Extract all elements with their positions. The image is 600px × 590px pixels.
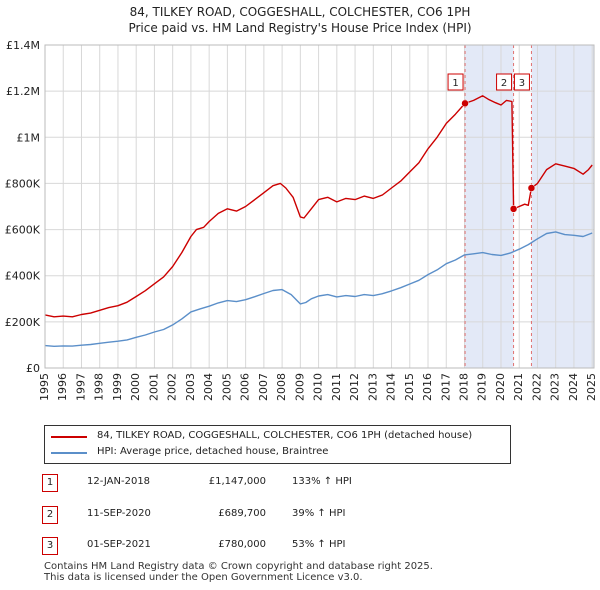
x-tick-label: 1999 [111,373,124,401]
x-tick-label: 2005 [220,373,233,401]
sale-label: 3 [519,78,525,89]
x-tick-label: 2002 [166,373,179,401]
x-tick-label: 2013 [366,373,379,401]
x-tick-label: 2023 [549,373,562,401]
sale-label: 1 [452,78,458,89]
x-tick-label: 2011 [330,373,343,401]
transaction-price: £780,000 [218,539,266,550]
transaction-number-badge: 2 [42,506,58,524]
y-tick-label: £0 [26,362,40,375]
transaction-hpi-change: 53% ↑ HPI [292,539,346,550]
x-tick-label: 2017 [439,373,452,401]
transaction-hpi-change: 133% ↑ HPI [292,476,352,487]
x-tick-label: 2008 [275,373,288,401]
transaction-date: 11-SEP-2020 [87,508,151,519]
transaction-hpi-change: 39% ↑ HPI [292,508,346,519]
x-tick-label: 1998 [93,373,106,401]
x-tick-label: 2006 [239,373,252,401]
x-tick-label: 2000 [129,373,142,401]
x-tick-label: 2010 [312,373,325,401]
x-tick-label: 2018 [458,373,471,401]
ownership-period-shade [531,45,594,368]
x-tick-label: 2007 [257,373,270,401]
transaction-price: £1,147,000 [208,476,266,487]
legend-label-property: 84, TILKEY ROAD, COGGESHALL, COLCHESTER,… [97,430,473,441]
x-tick-label: 1995 [38,373,51,401]
chart-subtitle: Price paid vs. HM Land Registry's House … [128,21,472,35]
y-tick-label: £800K [5,177,41,190]
x-tick-label: 2021 [512,373,525,401]
x-tick-label: 2025 [585,373,598,401]
sale-label: 2 [501,78,507,89]
transaction-number-badge: 3 [42,537,58,555]
hpi-series-line [44,231,593,347]
chart-legend: 84, TILKEY ROAD, COGGESHALL, COLCHESTER,… [44,425,511,464]
x-tick-label: 2014 [385,373,398,401]
x-tick-label: 1997 [74,373,87,401]
legend-label-hpi: HPI: Average price, detached house, Brai… [97,446,329,457]
sale-point [509,205,518,213]
transaction-number-badge: 1 [42,474,58,492]
x-tick-label: 2019 [476,373,489,401]
x-tick-label: 1996 [56,373,69,401]
chart-title-address: 84, TILKEY ROAD, COGGESHALL, COLCHESTER,… [129,5,471,19]
y-tick-label: £200K [5,316,41,329]
x-tick-label: 2022 [530,373,543,401]
transaction-price: £689,700 [218,508,266,519]
transaction-date: 12-JAN-2018 [87,476,151,487]
price-chart: £0 £200K £400K £600K £800K £1M £1.2M £1.4M 1995 1… [5,39,598,401]
legend-swatch-hpi [51,452,87,454]
x-tick-label: 2001 [147,373,160,401]
footer-licence: This data is licensed under the Open Gov… [44,572,363,583]
x-tick-label: 2003 [184,373,197,401]
x-tick-label: 2015 [403,373,416,401]
x-tick-label: 2024 [567,373,580,401]
y-tick-label: £400K [5,270,41,283]
legend-swatch-property [51,436,87,438]
plot-border [44,44,595,369]
x-tick-label: 2012 [348,373,361,401]
x-tick-label: 2009 [293,373,306,401]
sale-point [461,99,469,108]
sale-label-box [496,73,513,91]
sale-point [527,184,536,192]
sale-label-box [513,73,530,91]
y-tick-label: £1.2M [6,85,40,98]
y-tick-label: £600K [5,224,41,237]
y-tick-label: £1.4M [6,39,40,52]
y-tick-label: £1M [17,131,41,144]
x-tick-label: 2004 [202,373,215,401]
footer-copyright: Contains HM Land Registry data © Crown c… [44,561,433,572]
ownership-period-shade [465,45,514,368]
transaction-date: 01-SEP-2021 [87,539,151,550]
sale-label-box [447,73,464,91]
x-tick-label: 2016 [421,373,434,401]
x-tick-label: 2020 [494,373,507,401]
